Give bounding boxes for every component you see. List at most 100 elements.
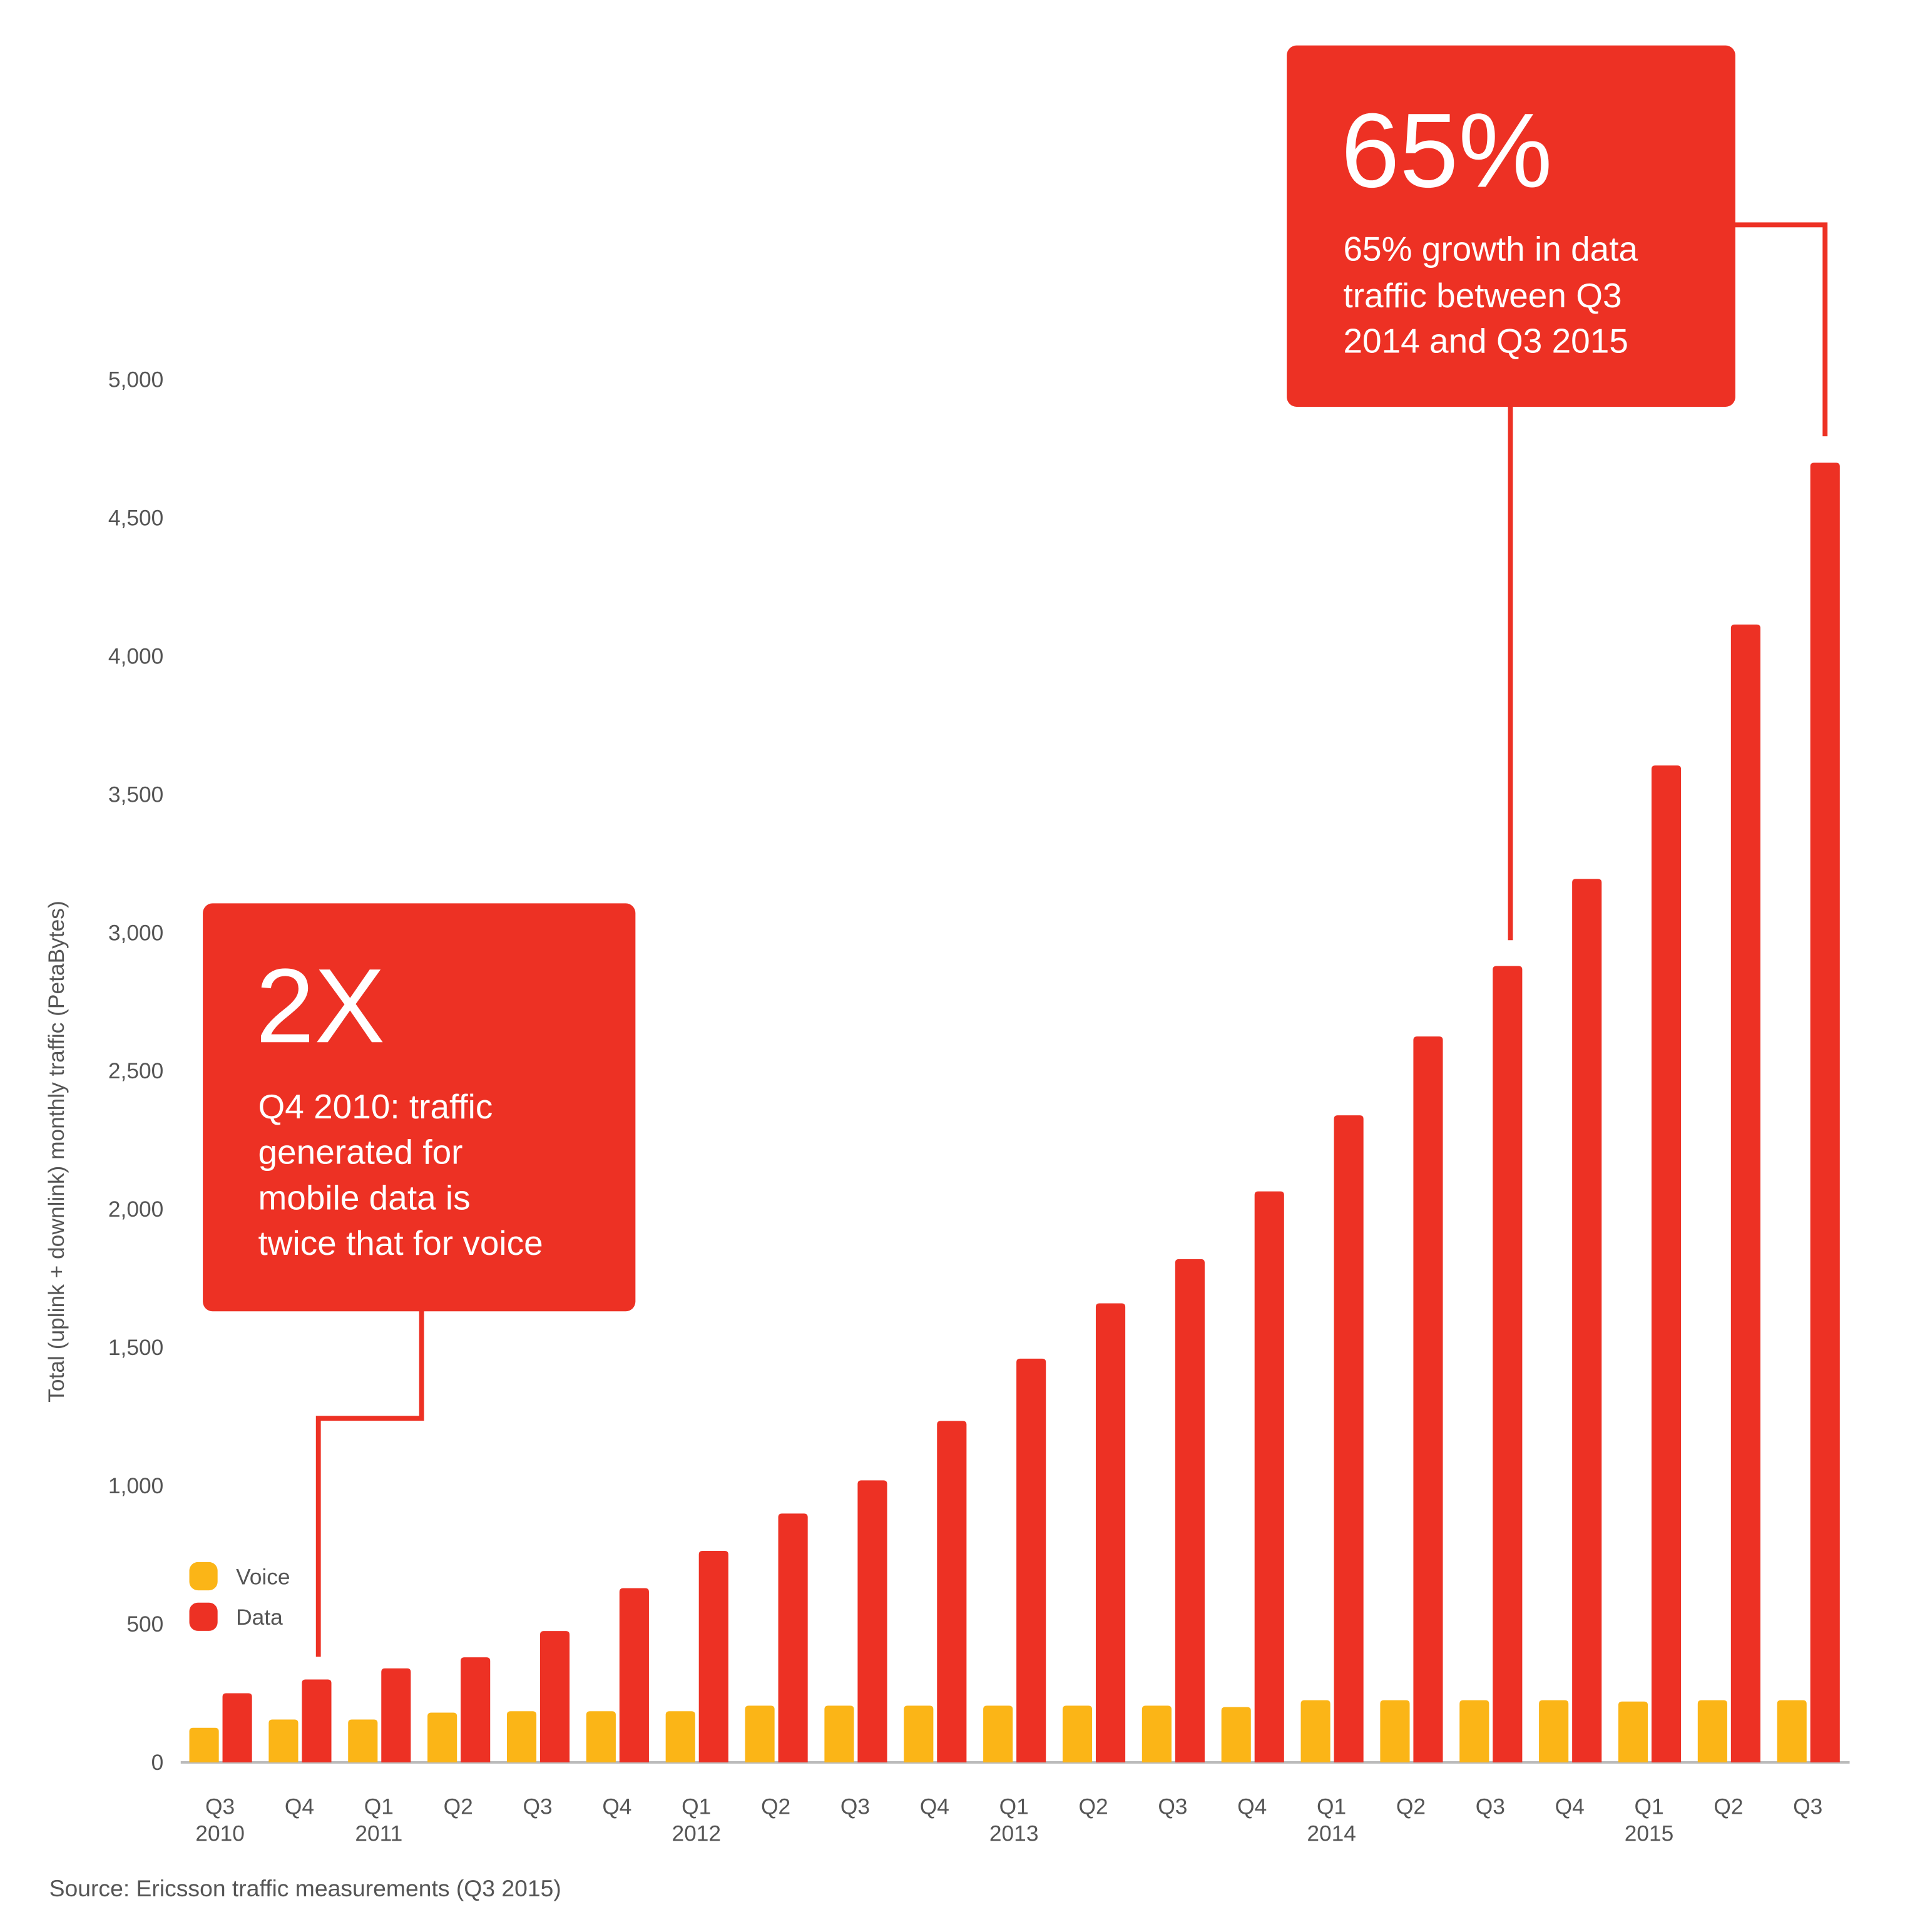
x-tick-year: 2010 (195, 1822, 245, 1846)
bar (381, 1668, 411, 1763)
x-tick-label: Q4 (285, 1794, 314, 1819)
bar (348, 1719, 378, 1763)
x-tick-label: Q3 (523, 1794, 552, 1819)
x-tick-year: 2013 (989, 1822, 1039, 1846)
bar (983, 1705, 1013, 1763)
bar (1810, 463, 1840, 1763)
annotation-text: Q4 2010: traffic (258, 1087, 493, 1126)
legend-swatch (189, 1602, 218, 1631)
x-tick-label: Q1 (999, 1794, 1029, 1819)
x-tick-label: Q4 (1555, 1794, 1585, 1819)
bar (1175, 1259, 1205, 1763)
x-tick-label: Q2 (444, 1794, 473, 1819)
x-tick-label: Q1 (682, 1794, 711, 1819)
annotation-2x: 2X Q4 2010: traffic generated for mobile… (203, 903, 636, 1657)
x-tick-label: Q3 (840, 1794, 870, 1819)
y-tick-label: 1,000 (108, 1474, 163, 1498)
bar (619, 1588, 649, 1763)
y-tick-label: 500 (126, 1612, 163, 1637)
y-tick-label: 4,500 (108, 506, 163, 530)
x-tick-year: 2015 (1625, 1822, 1674, 1846)
bar (904, 1705, 934, 1763)
annotation-headline: 65% (1341, 91, 1553, 209)
x-tick-label: Q4 (602, 1794, 631, 1819)
x-tick-label: Q4 (1237, 1794, 1267, 1819)
bar (1095, 1303, 1126, 1763)
source: Source: Ericsson traffic measurements (Q… (49, 1875, 561, 1901)
bar (665, 1711, 695, 1763)
x-tick-label: Q2 (761, 1794, 790, 1819)
y-tick-label: 2,500 (108, 1059, 163, 1083)
bar (1651, 765, 1682, 1763)
bar (1539, 1700, 1569, 1763)
annotation-headline: 2X (256, 946, 386, 1065)
bar (1062, 1705, 1093, 1763)
x-tick-year: 2012 (672, 1822, 721, 1846)
connector (1720, 222, 1828, 437)
x-tick-label: Q3 (1158, 1794, 1187, 1819)
x-tick-label: Q1 (1634, 1794, 1663, 1819)
annotation-text: mobile data is (258, 1178, 470, 1217)
x-tick-label: Q3 (1476, 1794, 1505, 1819)
x-tick-label: Q3 (1793, 1794, 1822, 1819)
bar (539, 1631, 570, 1763)
bar (937, 1421, 967, 1763)
bar (1300, 1700, 1330, 1763)
bar (586, 1711, 616, 1763)
bar (461, 1657, 491, 1763)
bar (1730, 624, 1760, 1763)
y-tick-label: 3,500 (108, 782, 163, 807)
bar (1380, 1700, 1410, 1763)
connector (315, 1302, 424, 1657)
bar (189, 1727, 219, 1763)
legend-label: Voice (236, 1565, 290, 1589)
legend-label: Data (236, 1605, 283, 1630)
bar (1572, 879, 1602, 1763)
bar (824, 1705, 854, 1763)
x-tick-label: Q4 (920, 1794, 949, 1819)
annotation-text: twice that for voice (258, 1224, 543, 1262)
y-tick-label: 5,000 (108, 368, 163, 392)
x-tick-label: Q3 (205, 1794, 235, 1819)
y-tick-label: 0 (151, 1751, 164, 1775)
bar (506, 1711, 537, 1763)
x-tick-label: Q2 (1078, 1794, 1108, 1819)
x-tick-year: 2011 (355, 1822, 402, 1846)
y-tick-label: 4,000 (108, 644, 163, 668)
x-tick-label: Q1 (1317, 1794, 1346, 1819)
bar (1697, 1700, 1727, 1763)
annotation-text: traffic between Q3 (1343, 276, 1622, 315)
bar (427, 1712, 457, 1763)
bar (778, 1513, 808, 1763)
y-axis-title: Total (uplink + downlink) monthly traffi… (44, 901, 69, 1402)
x-tick-year: 2014 (1307, 1822, 1356, 1846)
x-tick-label: Q2 (1713, 1794, 1743, 1819)
bar (1334, 1115, 1364, 1763)
y-tick-label: 3,000 (108, 921, 163, 945)
annotation-65: 65% 65% growth in data traffic between Q… (1287, 45, 1828, 941)
y-tick-label: 1,500 (108, 1336, 163, 1360)
bar (1459, 1700, 1489, 1763)
bar (1141, 1705, 1172, 1763)
annotation-text: 65% growth in data (1343, 229, 1638, 268)
annotation-box (1287, 45, 1735, 407)
bar (1016, 1358, 1046, 1763)
legend-swatch (189, 1561, 218, 1591)
bar (1254, 1191, 1284, 1763)
x-tick-label: Q1 (364, 1794, 394, 1819)
bar (698, 1550, 728, 1763)
bar (1493, 966, 1523, 1763)
bar (745, 1705, 775, 1763)
annotation-text: generated for (258, 1133, 462, 1172)
annotation-text: 2014 and Q3 2015 (1343, 322, 1628, 360)
bar (268, 1719, 299, 1763)
x-tick-label: Q2 (1396, 1794, 1426, 1819)
bar (1221, 1707, 1251, 1763)
y-tick-label: 2,000 (108, 1197, 163, 1222)
bar (302, 1679, 332, 1763)
bar (857, 1480, 887, 1763)
annotation-box (203, 903, 636, 1312)
bar (222, 1693, 252, 1763)
bar (1777, 1700, 1807, 1763)
